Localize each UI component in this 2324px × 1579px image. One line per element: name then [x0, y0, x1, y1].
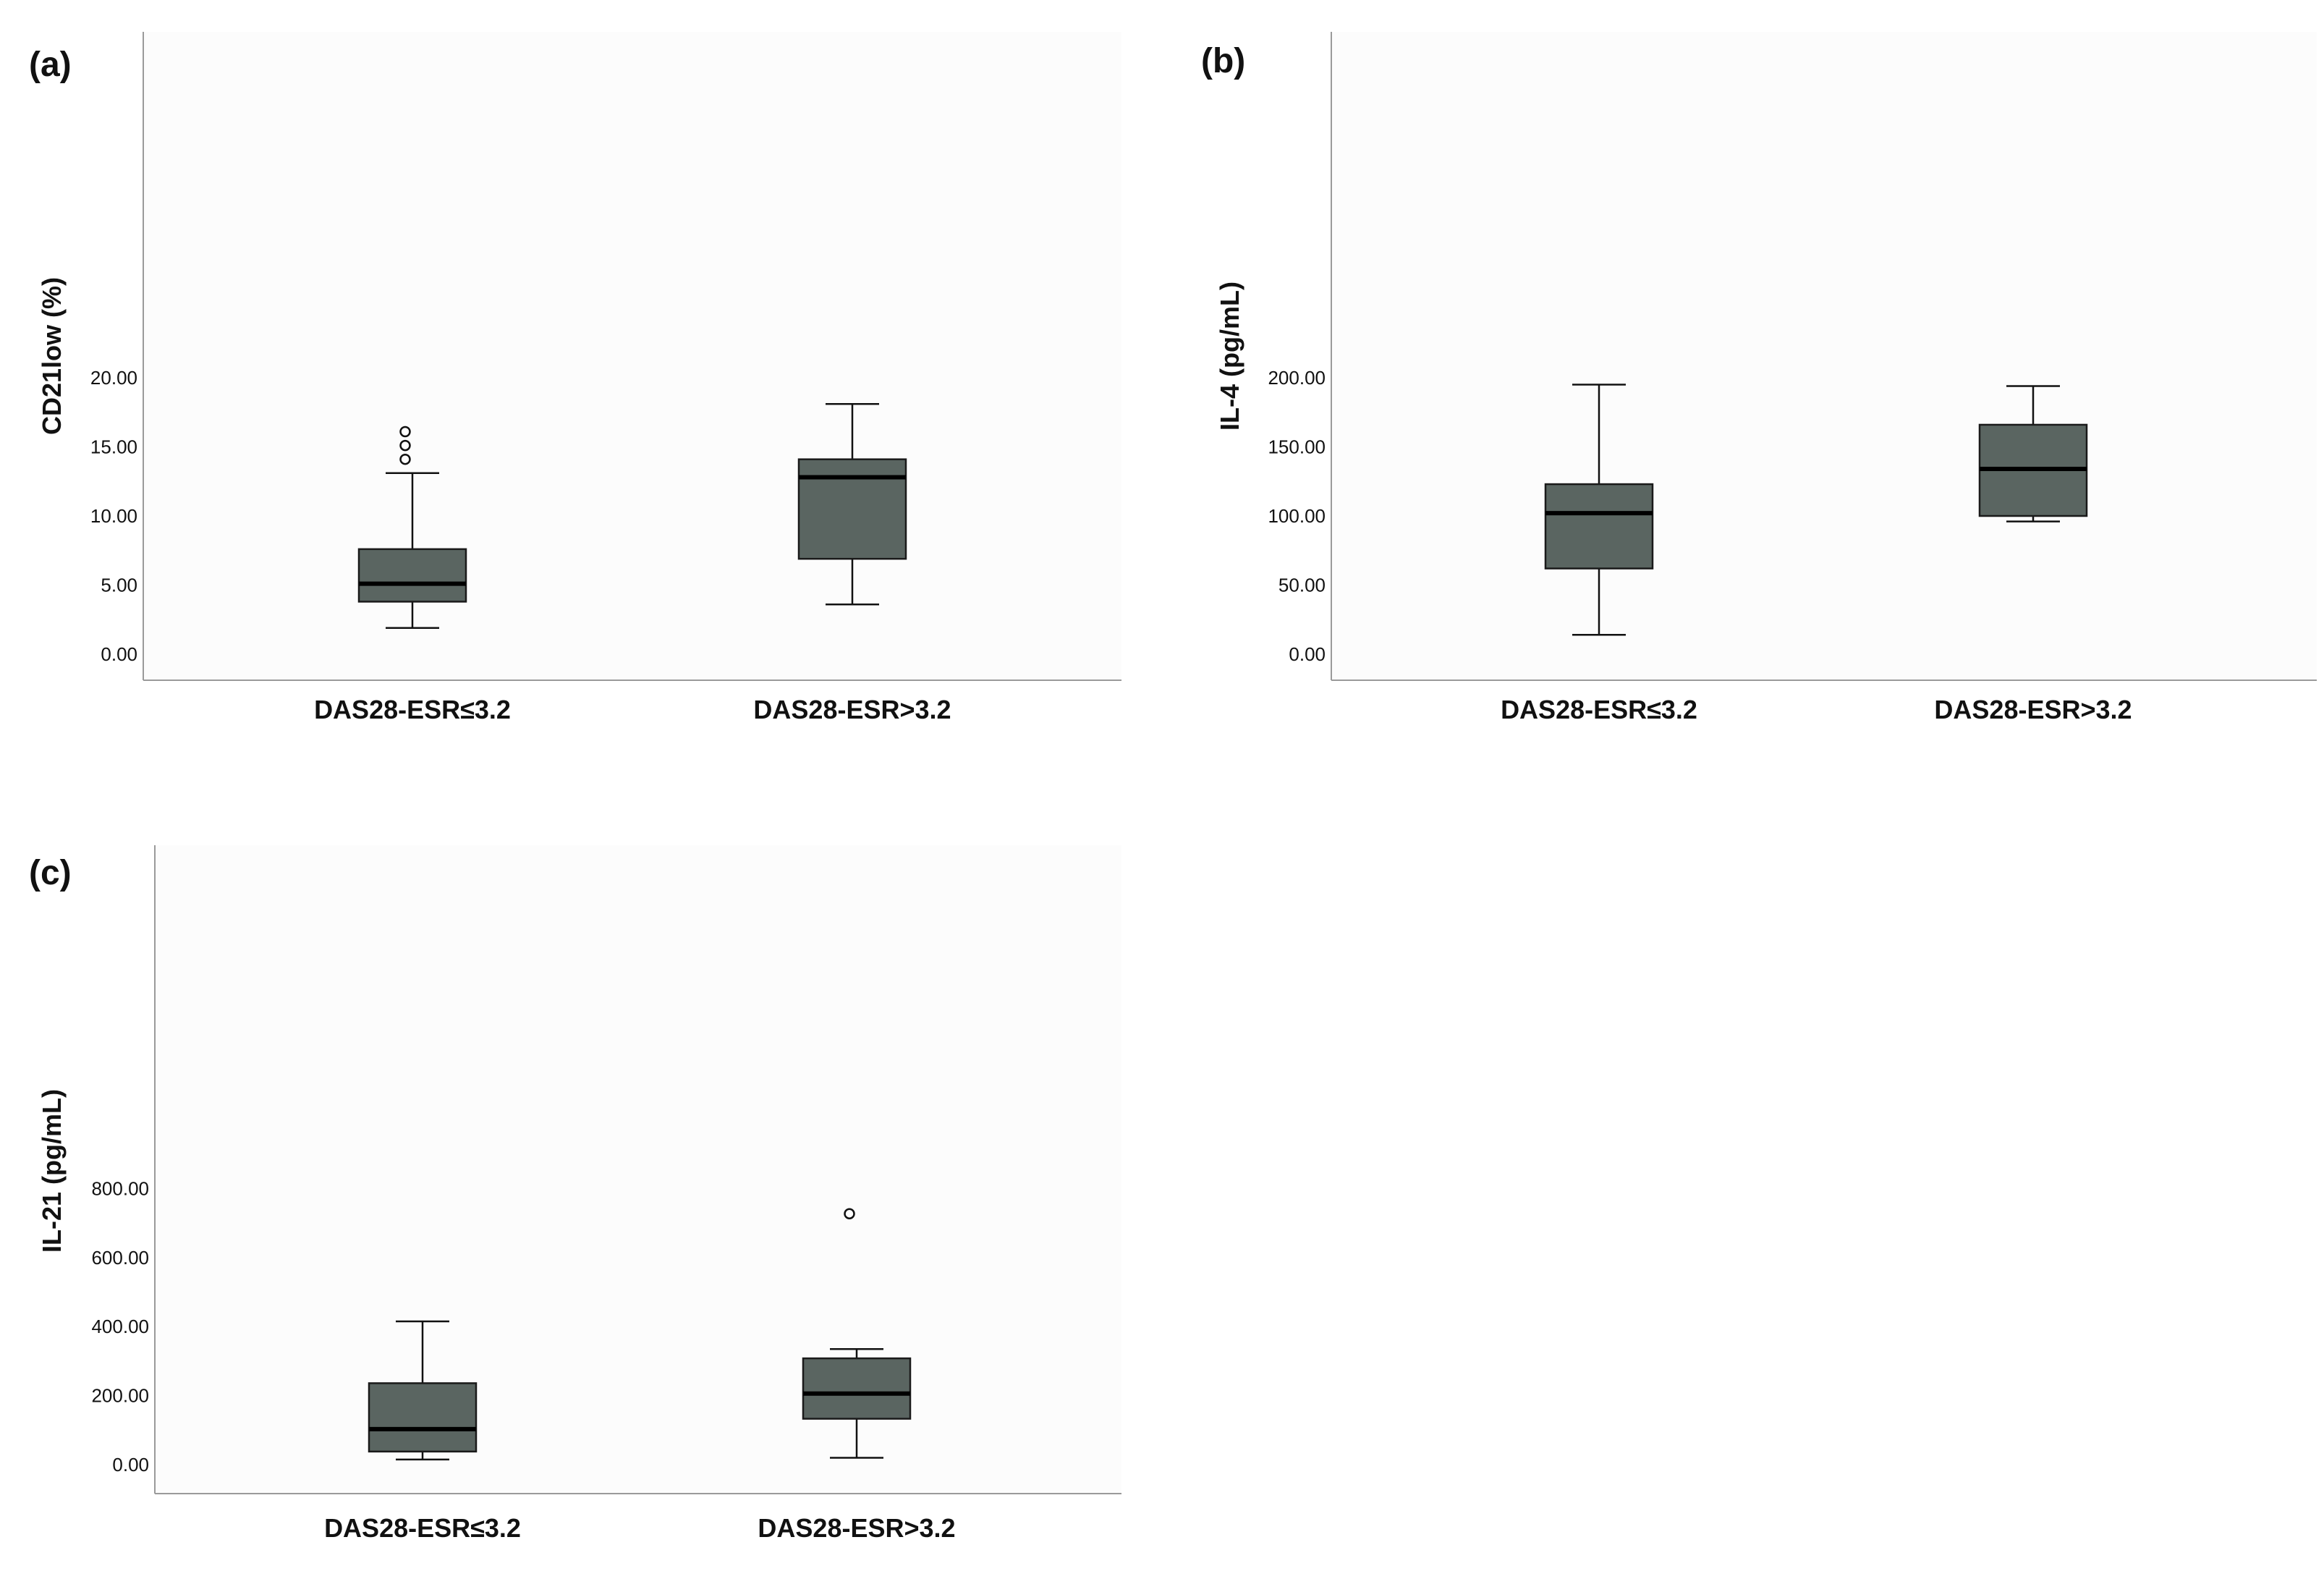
y-tick-label: 15.00	[90, 436, 137, 458]
y-tick-label: 150.00	[1268, 436, 1326, 458]
y-axis-title: CD21low (%)	[37, 277, 67, 435]
y-axis-title: IL-4 (pg/mL)	[1215, 281, 1244, 431]
y-tick-label: 200.00	[1268, 367, 1326, 389]
y-tick-label: 400.00	[91, 1316, 149, 1337]
plot-area	[155, 845, 1121, 1494]
y-tick-label: 200.00	[91, 1385, 149, 1407]
y-tick-labels: 0.00 50.00 100.00 150.00 200.00	[1268, 367, 1326, 665]
y-tick-label: 100.00	[1268, 505, 1326, 527]
outlier-point	[399, 439, 411, 452]
panel-label: (b)	[1201, 42, 1245, 80]
panel-b: (b) IL-4 (pg/mL) 0.00 50.00 100.00 150.00 20…	[1201, 32, 2317, 724]
outlier-point	[844, 1208, 855, 1219]
panel-label: (c)	[29, 854, 72, 892]
box-marks	[1544, 384, 2088, 636]
box-iqr	[1544, 483, 1654, 570]
y-tick-label: 0.00	[112, 1454, 149, 1476]
x-category-label: DAS28-ESR≤3.2	[324, 1513, 521, 1543]
y-axis-title: IL-21 (pg/mL)	[37, 1089, 67, 1253]
panel-c: (c) IL-21 (pg/mL) 0.00 200.00 400.00 600.00…	[29, 845, 1121, 1543]
y-tick-label: 20.00	[90, 367, 137, 389]
y-tick-labels: 0.00 5.00 10.00 15.00 20.00	[90, 367, 137, 665]
x-category-label: DAS28-ESR>3.2	[758, 1513, 955, 1543]
x-category-label: DAS28-ESR>3.2	[1934, 695, 2132, 724]
x-category-label: DAS28-ESR>3.2	[753, 695, 951, 724]
outlier-point	[399, 426, 411, 438]
box-iqr	[368, 1382, 478, 1453]
y-tick-label: 5.00	[101, 575, 137, 596]
x-category-label: DAS28-ESR≤3.2	[314, 695, 511, 724]
y-tick-labels: 0.00 200.00 400.00 600.00 800.00	[91, 1177, 149, 1476]
plot-area	[1331, 32, 2317, 680]
box-iqr	[802, 1357, 912, 1420]
outlier-point	[399, 453, 411, 465]
y-tick-label: 10.00	[90, 505, 137, 527]
panel-label: (a)	[29, 46, 72, 84]
box-iqr	[357, 548, 467, 603]
y-tick-label: 800.00	[91, 1177, 149, 1199]
y-tick-label: 0.00	[101, 643, 137, 665]
panel-a: (a) CD21low (%) 0.005.0010.0015.0020.00 …	[29, 32, 1121, 724]
box-marks	[357, 403, 907, 629]
y-tick-label: 0.00	[1289, 643, 1326, 665]
plot-area	[143, 32, 1121, 680]
x-category-label: DAS28-ESR≤3.2	[1501, 695, 1697, 724]
y-tick-label: 600.00	[91, 1247, 149, 1269]
y-tick-label: 50.00	[1278, 575, 1326, 596]
box-marks	[368, 1208, 912, 1461]
box-iqr	[797, 458, 907, 560]
